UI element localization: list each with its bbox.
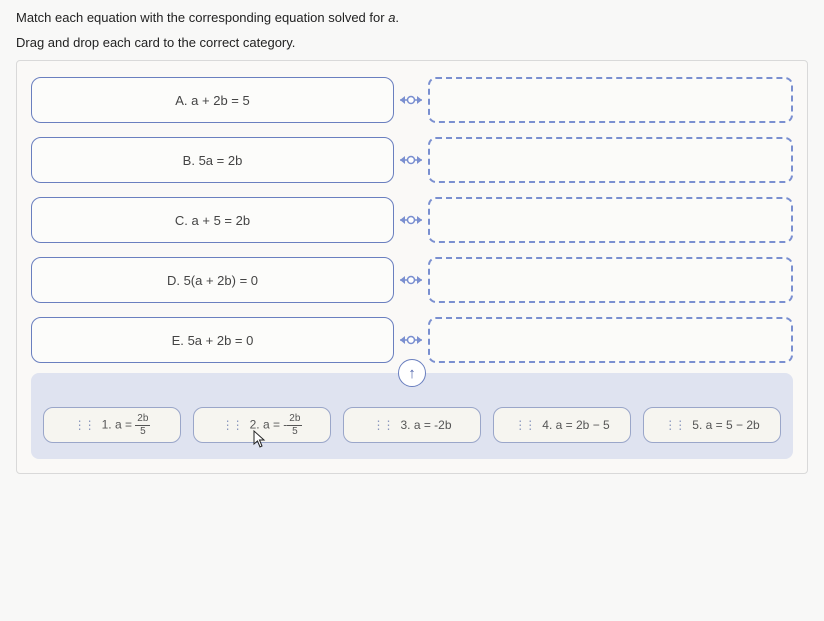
worksheet-panel: A. a + 2b = 5 B. 5a = 2b C. a + 5 = 2b D… — [16, 60, 808, 474]
up-arrow-button[interactable]: ↑ — [398, 359, 426, 387]
answer-card-1[interactable]: ⋮⋮ 1. a = 2b5 — [43, 407, 181, 443]
equation-label: B. 5a = 2b — [183, 153, 243, 168]
instruction-line-1: Match each equation with the correspondi… — [16, 10, 808, 25]
connector-icon — [394, 77, 428, 123]
connector-icon — [394, 257, 428, 303]
answer-label: 5. a = 5 − 2b — [692, 418, 759, 432]
connector-icon — [394, 137, 428, 183]
answer-card-5[interactable]: ⋮⋮ 5. a = 5 − 2b — [643, 407, 781, 443]
answer-label: 3. a = -2b — [400, 418, 451, 432]
drop-slot[interactable] — [428, 137, 793, 183]
equation-label: E. 5a + 2b = 0 — [172, 333, 254, 348]
equation-card-a[interactable]: A. a + 2b = 5 — [31, 77, 394, 123]
answer-card-3[interactable]: ⋮⋮ 3. a = -2b — [343, 407, 481, 443]
equation-card-d[interactable]: D. 5(a + 2b) = 0 — [31, 257, 394, 303]
connector-icon — [394, 317, 428, 363]
connector-icon — [394, 197, 428, 243]
equation-label: C. a + 5 = 2b — [175, 213, 250, 228]
drop-slot[interactable] — [428, 197, 793, 243]
grip-icon: ⋮⋮ — [222, 418, 242, 432]
drop-slot[interactable] — [428, 257, 793, 303]
grip-icon: ⋮⋮ — [372, 418, 392, 432]
equation-card-e[interactable]: E. 5a + 2b = 0 — [31, 317, 394, 363]
drop-slot[interactable] — [428, 317, 793, 363]
equation-card-b[interactable]: B. 5a = 2b — [31, 137, 394, 183]
match-row: B. 5a = 2b — [31, 137, 793, 183]
answer-tray: ↑ ⋮⋮ 1. a = 2b5 ⋮⋮ 2. a = -2b5 ⋮⋮ 3. a =… — [31, 373, 793, 459]
answer-card-4[interactable]: ⋮⋮ 4. a = 2b − 5 — [493, 407, 631, 443]
answer-label: 4. a = 2b − 5 — [542, 418, 609, 432]
match-row: A. a + 2b = 5 — [31, 77, 793, 123]
answer-label: 1. a = 2b5 — [102, 414, 151, 437]
match-row: D. 5(a + 2b) = 0 — [31, 257, 793, 303]
grip-icon: ⋮⋮ — [74, 418, 94, 432]
answer-card-2[interactable]: ⋮⋮ 2. a = -2b5 — [193, 407, 331, 443]
match-row: E. 5a + 2b = 0 — [31, 317, 793, 363]
equation-card-c[interactable]: C. a + 5 = 2b — [31, 197, 394, 243]
answer-label: 2. a = -2b5 — [250, 414, 303, 437]
drop-slot[interactable] — [428, 77, 793, 123]
grip-icon: ⋮⋮ — [664, 418, 684, 432]
equation-label: A. a + 2b = 5 — [175, 93, 249, 108]
match-row: C. a + 5 = 2b — [31, 197, 793, 243]
instruction-line-2: Drag and drop each card to the correct c… — [16, 35, 808, 50]
grip-icon: ⋮⋮ — [514, 418, 534, 432]
equation-label: D. 5(a + 2b) = 0 — [167, 273, 258, 288]
